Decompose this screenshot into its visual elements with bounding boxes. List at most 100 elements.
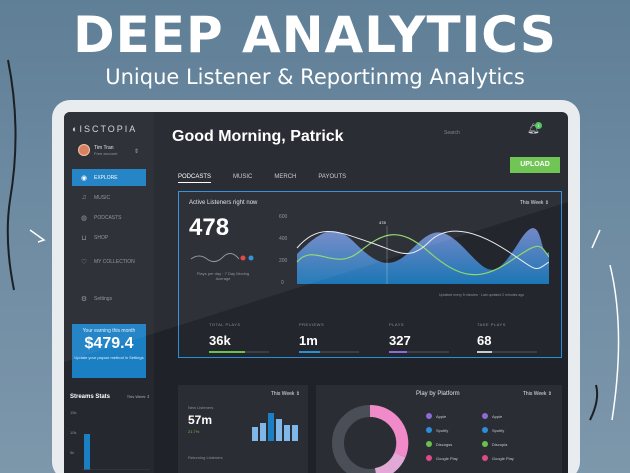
chart-tick: 200 [279,258,288,264]
app-logo: ◐ISCTOPIA [72,124,138,134]
chevron-updown-icon[interactable]: ⇕ [134,149,140,155]
listeners-card: This Week ⇕ New Listeners 57m 21.7% Retu… [178,385,308,473]
active-listeners-card: Active Listeners right now This Week ⇕ 4… [178,191,562,358]
legend-dot [482,427,488,433]
chart-footnote: Updated every 5 minutes · Last updated 2… [439,293,524,297]
stat-bar [389,351,449,353]
legend-item: Discopia [482,441,507,447]
sidebar-item-label: SHOP [94,234,109,241]
listeners-area-chart: 600 400 200 0 478 Updated every 5 minute… [279,214,549,297]
chevron-updown-icon: ⇕ [295,391,300,397]
platform-donut-chart [332,404,409,473]
tab-podcasts[interactable]: PODCASTS [178,174,212,183]
stat-bar [477,351,537,353]
sidebar-item-explore[interactable]: ◉ EXPLORE [72,169,146,186]
legend-item: Spotify [426,427,448,433]
stat-value: 36k [209,333,231,348]
main-panel: Good Morning, Patrick Search 🔔︎ 1 UPLOAD… [154,112,568,473]
streams-tick-5k: 5k [70,450,74,455]
streams-tick-10k: 10k [70,430,76,435]
new-listeners-value: 57m [188,413,213,427]
logo-disc-icon: ◐ [72,124,80,134]
stat-label: PREVIEWS [299,322,325,327]
legend-item: Discogss [426,441,452,447]
tab-bar: PODCASTS MUSIC MERCH PAYOUTS [178,174,346,183]
earning-note: Update your payout method in Settings [74,355,144,360]
period-select[interactable]: This Week ⇕ [270,391,300,397]
platform-card: Play by Platform This Week ⇕ Apple Spoti… [316,385,562,473]
period-select[interactable]: This Week ⇕ [522,391,552,397]
earning-title: Your earning this month [82,328,136,334]
user-switcher[interactable]: Tim Tran Free account [78,144,117,156]
upload-button[interactable]: UPLOAD [510,157,560,173]
stat-label: TOTAL PLAYS [209,322,241,327]
sidebar: ◐ISCTOPIA Tim Tran Free account ⇕ ◉ EXPL… [64,112,154,473]
stat-bar [209,351,269,353]
user-name: Tim Tran [94,144,114,151]
sidebar-item-settings[interactable]: ⚙ Settings [72,290,146,307]
stat-plays: PLAYS 327 [389,322,449,353]
tab-payouts[interactable]: PAYOUTS [318,174,347,180]
banner-subline: Unique Listener & Reportinmg Analytics [105,65,525,89]
active-listeners-subtitle: Plays per day · 7 Day Moving Average [196,271,250,281]
new-listeners-delta: 21.7% [188,429,200,434]
tab-merch[interactable]: MERCH [274,174,297,180]
stat-total-plays: TOTAL PLAYS 36k [209,322,269,353]
microphone-icon: ◍ [80,214,88,222]
chart-marker-label: 478 [379,220,386,225]
legend-dot [426,455,432,461]
legend-dot [426,427,432,433]
stat-value: 68 [477,333,492,348]
legend-item: Apple [482,413,502,419]
chevron-updown-icon: ⇕ [544,200,549,206]
new-listeners-label: New Listeners [188,405,214,410]
sidebar-item-label: PODCASTS [94,214,122,221]
earning-value: $479.4 [84,335,134,352]
heart-icon: ♡ [80,258,88,266]
sidebar-item-podcasts[interactable]: ◍ PODCASTS [72,209,146,226]
sidebar-item-my-collection[interactable]: ♡ MY COLLECTION [72,253,146,270]
stat-take-plays: TAKE PLAYS 68 [477,322,537,353]
gear-icon: ⚙ [80,295,88,303]
music-note-icon: ♫ [81,194,87,201]
period-select[interactable]: This Week ⇕ [519,200,549,206]
listeners-mini-bars [252,413,298,441]
line-series-green [296,234,549,276]
mini-sparkline [190,253,254,263]
legend-item: Apple [426,413,446,419]
chevron-updown-icon: ⇕ [146,394,150,399]
search-input[interactable]: Search [444,130,460,136]
legend-item: Google Play [426,455,458,461]
banner-headline: DEEP ANALYTICS [73,6,557,64]
streams-stats: Streams Stats This Week ⇕ 15k 10k 5k [70,394,150,473]
stat-previews: PREVIEWS 1m [299,322,359,353]
earning-card[interactable]: Your earning this month $479.4 Update yo… [72,324,146,378]
legend-dot [482,455,488,461]
sidebar-item-music[interactable]: ♫ MUSIC [72,189,146,206]
legend-dot [482,441,488,447]
donut-slice-pink [369,404,409,458]
cart-icon: ⊔ [81,234,87,242]
legend-dot [482,413,488,419]
sidebar-item-shop[interactable]: ⊔ SHOP [72,229,146,246]
stat-value: 327 [389,333,411,348]
legend-dot [426,413,432,419]
chevron-updown-icon: ⇕ [547,391,552,397]
active-listeners-label: Active Listeners right now [189,200,258,206]
streams-bar [84,434,90,470]
tab-music[interactable]: MUSIC [233,174,253,180]
line-series-white [296,230,549,270]
streams-tick-15k: 15k [70,410,76,415]
stat-bar [299,351,359,353]
sidebar-item-label: EXPLORE [94,174,118,181]
stat-value: 1m [299,333,318,348]
area-series [297,228,549,284]
streams-title: Streams Stats [70,394,111,400]
page-title: Good Morning, Patrick [172,128,344,145]
app-screen: ◐ISCTOPIA Tim Tran Free account ⇕ ◉ EXPL… [64,112,568,473]
streams-period-select[interactable]: This Week ⇕ [126,394,150,399]
bell-icon[interactable]: 🔔︎ [527,124,540,135]
notification-badge: 1 [535,122,542,129]
platform-title: Play by Platform [416,391,460,397]
avatar [78,144,90,156]
